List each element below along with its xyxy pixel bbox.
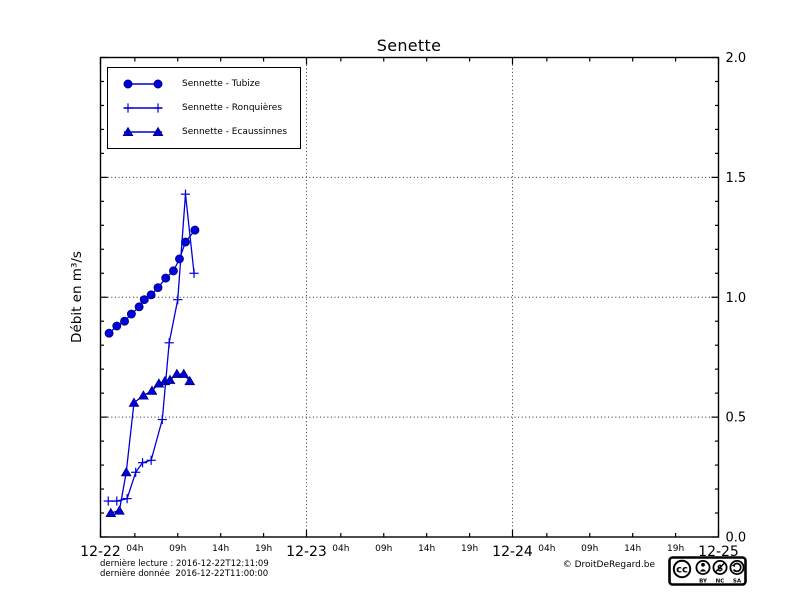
svg-text:12-23: 12-23 [286,544,327,560]
chart-title: Senette [376,36,442,55]
sa-label: SA [733,579,742,585]
series-sennette-ecaussinnes [105,368,196,517]
ecaussinnes-line-marker-icon [122,126,164,136]
svg-text:14h: 14h [624,544,641,554]
gridlines [100,57,719,537]
svg-text:2.0: 2.0 [726,51,747,66]
legend-item-ecaussinnes: Sennette - Ecaussinnes [108,124,300,140]
svg-text:19h: 19h [255,544,272,554]
nc-icon: $ [712,560,728,575]
svg-text:12-24: 12-24 [492,544,533,560]
series-sennette-tubize [104,225,200,338]
svg-text:14h: 14h [212,544,229,554]
svg-text:09h: 09h [375,544,392,554]
legend-label-ronquieres: Sennette - Ronquières [182,103,283,113]
svg-text:1.0: 1.0 [726,291,747,306]
svg-text:0.0: 0.0 [726,531,747,546]
svg-text:19h: 19h [461,544,478,554]
svg-text:14h: 14h [418,544,435,554]
svg-text:04h: 04h [538,544,555,554]
svg-text:12-25: 12-25 [698,544,739,560]
svg-text:cc: cc [676,565,688,576]
svg-text:04h: 04h [332,544,349,554]
series-sennette-ronqui-res [103,189,199,506]
svg-text:1.5: 1.5 [726,171,747,186]
by-icon [695,560,711,575]
ronquieres-line-marker-icon [123,103,163,113]
axis-tick-labels: 12-22 12-23 12-24 12-25 04h 09h 14h 19h 04h 09h 14… [80,51,746,560]
cc-icon: cc [672,559,692,579]
svg-text:19h: 19h [667,544,684,554]
last-data-text: dernière donnée 2016-12-22T11:00:00 [100,569,269,579]
tubize-line-marker-icon [123,79,163,89]
cc-license-badge: cc $ BY NC SA [668,556,747,586]
svg-text:0.5: 0.5 [726,411,747,426]
svg-text:12-22: 12-22 [80,544,121,560]
svg-text:$: $ [717,564,723,574]
legend-label-ecaussinnes: Sennette - Ecaussinnes [182,127,288,137]
last-reading-text: dernière lecture : 2016-12-22T12:11:09 [100,559,269,569]
axis-ticks [99,56,720,538]
svg-text:09h: 09h [581,544,598,554]
sa-icon [729,560,745,575]
legend-label-tubize: Sennette - Tubize [182,79,261,89]
svg-text:04h: 04h [126,544,143,554]
nc-label: NC [716,579,725,585]
legend: Sennette - Tubize Sennette - Ronquières … [107,67,301,149]
legend-item-tubize: Sennette - Tubize [108,76,300,92]
copyright-text: © DroitDeRegard.be [562,560,655,570]
svg-text:09h: 09h [169,544,186,554]
legend-item-ronquieres: Sennette - Ronquières [108,100,300,116]
y-axis-label: Débit en m³/s [69,251,85,343]
by-label: BY [699,579,708,585]
